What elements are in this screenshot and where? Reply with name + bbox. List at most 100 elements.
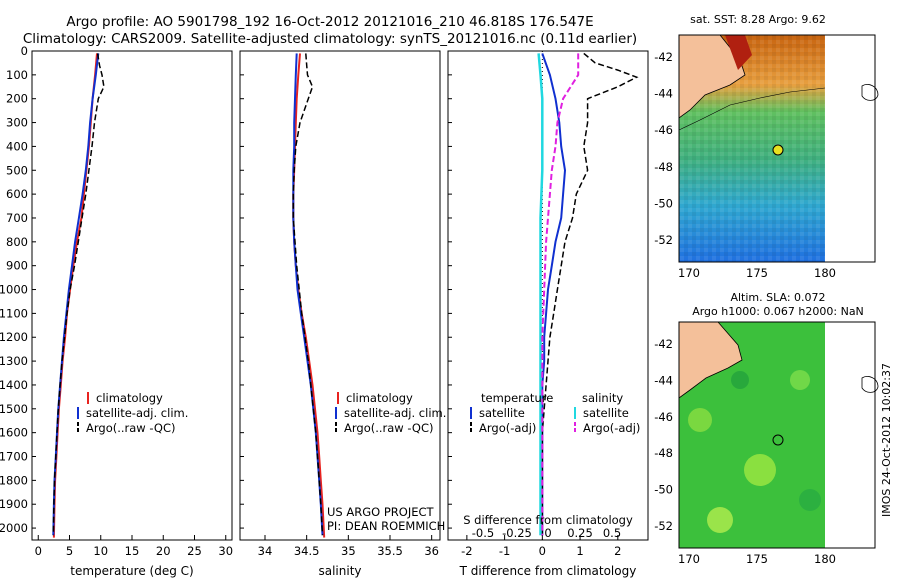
temperature-legend: climatology satellite-adj. clim. Argo(..… [77,391,188,435]
t-difference-axis-label: T difference from climatology [459,564,637,578]
map-blank-area [825,322,875,548]
lat-tick-label: -50 [654,483,673,497]
pressure-tick-label: 700 [6,211,28,225]
legend-argo-label: Argo(..raw -QC) [344,421,434,435]
map-frame [678,34,876,263]
pressure-tick-label: 1000 [0,283,28,297]
difference-legend: temperature satellite Argo(-adj) salinit… [463,391,640,540]
lon-tick-label: 170 [678,266,700,280]
lon-tick-label: 170 [678,552,700,566]
argo-position-marker [772,434,784,446]
series-line [541,52,639,536]
pressure-tick-label: 1700 [0,450,28,464]
pressure-tick-label: 1400 [0,378,28,392]
lat-tick-label: -52 [654,519,673,533]
pressure-tick-label: 2000 [0,521,28,535]
land-mass [678,321,743,399]
x-tick-label: 10 [93,544,108,558]
lon-tick-label: 175 [746,552,768,566]
x-tick-label: 1 [576,544,583,558]
legend-s-argo-label: Argo(-adj) [583,421,640,435]
x-tick-label: 5 [66,544,73,558]
pressure-tick-label: 900 [6,259,28,273]
lat-tick-label: -46 [654,410,673,424]
map-axis-ticks: -42 -44 -46 -48 -50 -52 170 175 180 -42 -44 -46 -48 -… [654,50,836,566]
s-difference-axis-label: S difference from climatology [463,513,633,527]
map-frame [678,321,876,549]
s-diff-tick-label: -0.25 [502,526,532,540]
lat-tick-label: -48 [654,160,673,174]
x-tick-label: 34 [258,544,273,558]
legend-s-sat-label: satellite [583,406,629,420]
warm-patch [725,35,752,70]
x-tick-label: 35.5 [377,544,403,558]
lon-tick-label: 180 [814,266,836,280]
sla-map [678,321,879,549]
header-line-2: Climatology: CARS2009. Satellite-adjuste… [23,31,637,47]
x-tick-label: -1 [499,544,510,558]
legend-t-sat-label: satellite [479,406,525,420]
pressure-axis: 0 100 200 300 400 500 600 700 800 900 1000 1100 1200… [0,44,452,535]
island [861,84,879,101]
salinity-legend: climatology satellite-adj. clim. Argo(..… [327,391,446,533]
map-bottom-title-2: Argo h1000: 0.067 h2000: NaN [692,305,864,318]
lon-tick-label: 175 [746,266,768,280]
x-tick-label: 0 [539,544,546,558]
pressure-tick-label: 200 [6,92,28,106]
pressure-tick-label: 0 [21,44,28,58]
island [861,376,879,393]
s-diff-tick-label: 0.25 [567,526,593,540]
x-tick-label: -2 [461,544,472,558]
legend-clim-label: climatology [346,391,413,405]
difference-plot: -2 -1 0 1 2 [461,51,639,558]
map-top-title: sat. SST: 8.28 Argo: 9.62 [690,13,826,26]
credit-line-2: PI: DEAN ROEMMICH [327,519,445,533]
sst-map [678,34,879,263]
pressure-tick-label: 1300 [0,354,28,368]
series-line [537,53,544,536]
pressure-tick-label: 1800 [0,473,28,487]
pressure-tick-label: 1100 [0,306,28,320]
pressure-tick-label: 800 [6,235,28,249]
lat-tick-label: -50 [654,196,673,210]
lat-tick-label: -46 [654,123,673,137]
s-diff-tick-label: 0 [544,526,551,540]
x-tick-label: 36 [424,544,439,558]
argo-position-marker [772,144,784,156]
legend-sat-label: satellite-adj. clim. [86,406,188,420]
salinity-plot: 34 34.5 35 35.5 36 [258,53,439,558]
credit-line-1: US ARGO PROJECT [327,505,435,519]
pressure-tick-label: 1900 [0,497,28,511]
legend-argo-label: Argo(..raw -QC) [86,421,176,435]
x-tick-label: 15 [125,544,140,558]
legend-clim-label: climatology [96,391,163,405]
x-tick-label: 20 [156,544,171,558]
pressure-tick-label: 300 [6,116,28,130]
lat-tick-label: -52 [654,233,673,247]
temperature-axis-label: temperature (deg C) [70,564,193,578]
legend-t-heading: temperature [481,391,553,405]
timestamp-watermark: IMOS 24-Oct-2012 10:02:37 [880,363,893,517]
lat-tick-label: -44 [654,373,673,387]
x-tick-label: 2 [614,544,621,558]
sla-blobs [688,370,821,533]
salinity-axis-label: salinity [318,564,361,578]
lat-tick-label: -48 [654,446,673,460]
s-difference-ticks: -0.5 -0.25 0 0.25 0.5 [472,526,621,540]
lat-tick-label: -42 [654,50,673,64]
pressure-tick-label: 1500 [0,402,28,416]
pressure-tick-label: 1600 [0,426,28,440]
x-tick-label: 35 [341,544,356,558]
isobath-contour [678,87,826,131]
series-line [52,53,105,536]
temperature-plot: 0 5 10 15 20 25 30 [35,53,233,558]
lat-tick-label: -44 [654,87,673,101]
pressure-tick-label: 100 [6,68,28,82]
lat-tick-label: -42 [654,337,673,351]
map-bottom-title-1: Altim. SLA: 0.072 [730,291,825,304]
pressure-tick-label: 600 [6,187,28,201]
x-tick-label: 34.5 [294,544,320,558]
land-mass [678,34,746,119]
map-blank-area [825,35,875,262]
